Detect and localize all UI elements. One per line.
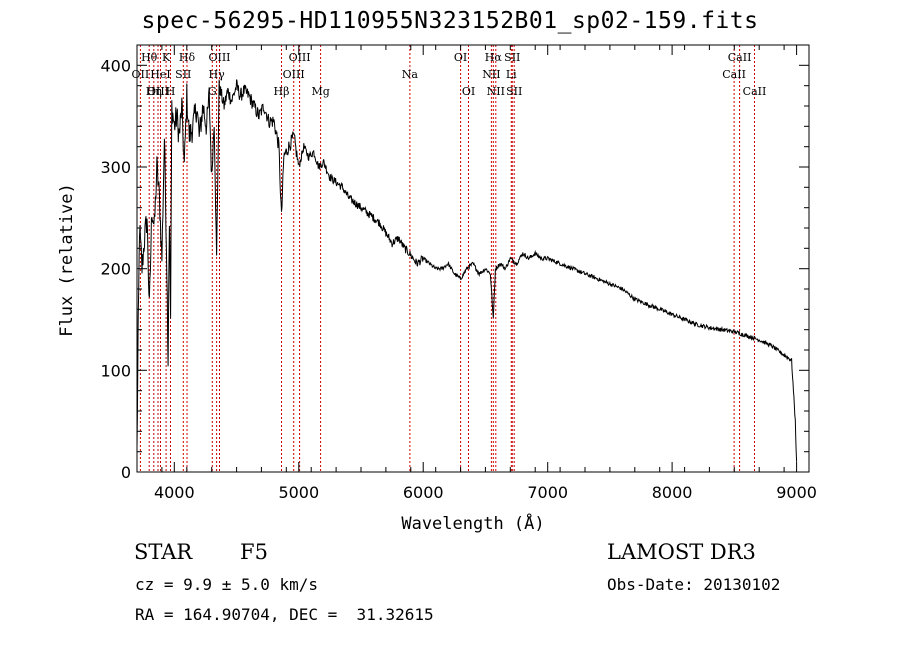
spectral-line-label: Li [506,68,517,81]
spectral-line-label: Hθ [141,51,158,64]
spectral-line-label: CaII [722,68,746,81]
spectral-subclass: F5 [240,540,268,564]
spectrum-line [136,79,798,462]
spectral-line-label: HeI [150,68,170,81]
x-tick-label: 5000 [278,483,319,502]
spectral-line-label: Hα [485,51,503,64]
spectrum [136,79,798,462]
coordinates-text: RA = 164.90704, DEC = 31.32615 [135,605,434,624]
spectral-line-label: OI [462,85,475,98]
y-tick-label: 300 [100,158,131,177]
spectral-line-label: NII [482,68,500,81]
spectral-line-label: Hη [146,85,162,98]
spectral-line-label: SII [504,51,520,64]
x-tick-label: 6000 [403,483,444,502]
spectral-line-label: G [208,85,217,98]
y-tick-label: 100 [100,361,131,380]
spectral-line-label: Mg [311,85,329,98]
spectral-line-label: Hγ [209,68,226,81]
spectral-line-label: Hδ [179,51,196,64]
object-class: STAR [134,540,193,564]
spectral-line-label: SII [175,68,191,81]
chart-title: spec-56295-HD110955N323152B01_sp02-159.f… [141,8,759,34]
spectral-line-label: CaII [743,85,767,98]
x-tick-label: 9000 [776,483,817,502]
spectral-line-label: K [162,51,171,64]
spectral-line-label: SII [506,85,522,98]
spectral-line-label: OIII [208,51,230,64]
spectral-line-label: OIII [283,68,305,81]
spectral-line-label: H [166,85,176,98]
y-tick-label: 400 [100,56,131,75]
spectral-line-label: OII [132,68,150,81]
x-tick-label: 7000 [527,483,568,502]
x-tick-label: 8000 [652,483,693,502]
axis-ticks: 4000 5000 6000 7000 8000 9000 0 100 200 300 400 [100,44,817,502]
spectral-line-label: NII [487,85,505,98]
spectral-line-label: Hβ [274,85,290,98]
line-markers [139,45,755,472]
redshift-text: cz = 9.9 ± 5.0 km/s [135,575,319,594]
y-tick-label: 0 [121,463,131,482]
spectral-line-label: OI [454,51,467,64]
spectral-line-label: CaII [728,51,752,64]
plot-frame [136,44,810,473]
spectral-line-label: OIII [289,51,311,64]
spectral-line-label: Na [402,68,419,81]
x-tick-label: 4000 [154,483,195,502]
obs-date: Obs-Date: 20130102 [607,575,781,594]
y-tick-label: 200 [100,260,131,279]
survey-name: LAMOST DR3 [607,540,756,564]
y-axis-label: Flux (relative) [57,183,77,337]
spectral-line-label: OIII [147,85,169,98]
x-axis-label: Wavelength (Å) [401,512,544,534]
